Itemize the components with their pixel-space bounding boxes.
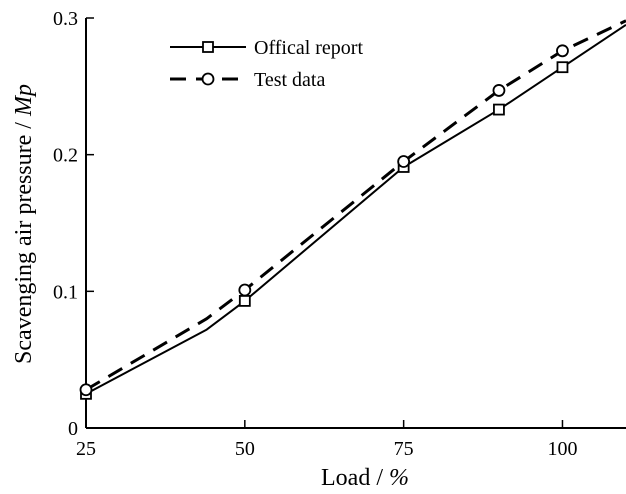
- official-report-point-50: [238, 294, 251, 307]
- y-tick-label-0.1: 0.1: [53, 281, 78, 303]
- x-tick-label-75: 75: [394, 438, 414, 460]
- test-data-point-90: [492, 84, 506, 97]
- x-tick-label-100: 100: [547, 438, 577, 460]
- y-ticks: 0 0.1 0.2 0.3: [53, 8, 94, 440]
- legend-test-data-label: Test data: [254, 69, 325, 91]
- x-tick-label-50: 50: [235, 438, 255, 460]
- legend-test-data-marker: [201, 72, 215, 86]
- x-ticks: 25 50 75 100: [76, 420, 577, 460]
- legend: Offical report Test data: [170, 37, 363, 91]
- y-tick-label-0: 0: [68, 418, 78, 440]
- official-report-point-90: [493, 103, 505, 116]
- x-tick-label-25: 25: [76, 438, 96, 460]
- test-data-point-50: [238, 283, 252, 297]
- plot-area: [86, 18, 626, 428]
- y-axis-label: Scavenging air pressure / Mp: [11, 84, 37, 364]
- legend-official-report-label: Offical report: [254, 37, 363, 59]
- y-axis-label-text: Scavenging air pressure / Mp: [11, 84, 37, 364]
- x-axis-label: Load / %: [321, 466, 409, 490]
- test-data-point-100: [556, 44, 569, 58]
- y-axis-unit: Mp: [11, 84, 37, 117]
- plot-frame: [85, 18, 626, 429]
- series-layer: [79, 19, 626, 400]
- test-data-point-75: [397, 155, 411, 168]
- test-data-point-25: [79, 383, 93, 397]
- y-tick-label-0.3: 0.3: [53, 8, 78, 30]
- x-axis-label-text: Load / %: [321, 465, 409, 491]
- x-axis-unit: %: [388, 465, 409, 491]
- legend-official-report-marker: [202, 41, 214, 53]
- y-tick-label-0.2: 0.2: [53, 145, 78, 167]
- official-report-point-100: [556, 61, 569, 74]
